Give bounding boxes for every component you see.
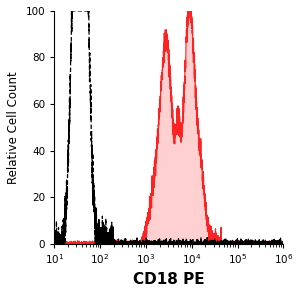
X-axis label: CD18 PE: CD18 PE bbox=[133, 272, 205, 287]
Y-axis label: Relative Cell Count: Relative Cell Count bbox=[7, 71, 20, 184]
